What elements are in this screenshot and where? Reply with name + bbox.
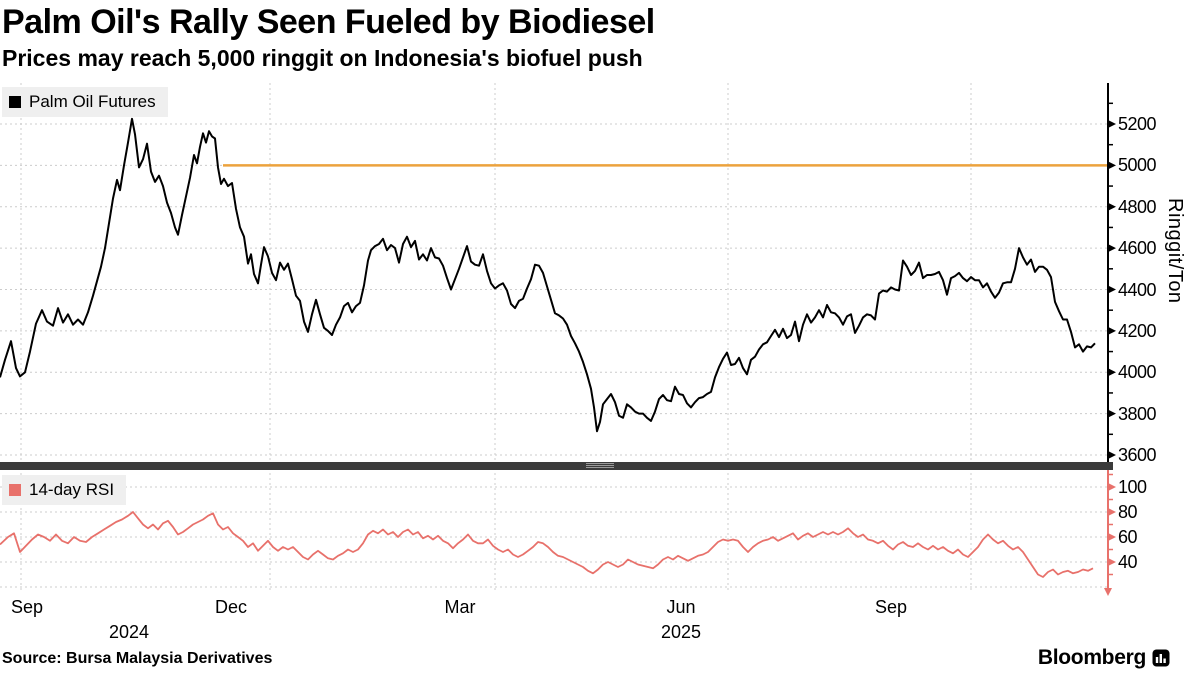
rsi-ytick-label: 40 <box>1118 552 1138 572</box>
main-y-tick <box>1108 120 1116 128</box>
rsi-ytick-label: 80 <box>1118 502 1138 522</box>
main-y-tick <box>1108 326 1116 335</box>
rsi-ytick-label: 60 <box>1118 527 1138 547</box>
rsi-axis-arrow-icon <box>1104 588 1112 596</box>
x-axis-year-label: 2025 <box>660 622 702 642</box>
main-y-tick <box>1108 451 1116 459</box>
main-ytick-label: 3600 <box>1118 445 1157 465</box>
x-axis-year-label: 2024 <box>108 622 150 642</box>
legend-label: 14-day RSI <box>29 480 115 499</box>
x-axis-label: Jun <box>666 597 696 617</box>
main-ytick-label: 4000 <box>1118 362 1157 383</box>
x-axis-label: Mar <box>444 597 476 617</box>
rsi-ytick-label: 100 <box>1118 477 1147 497</box>
main-ytick-label: 4600 <box>1118 238 1157 259</box>
x-axis-label: Sep <box>10 597 44 617</box>
palm-oil-futures-line <box>0 117 1096 433</box>
price-series-swatch-icon <box>9 96 21 108</box>
x-axis-label: Dec <box>214 597 248 617</box>
main-ytick-label: 3800 <box>1118 403 1157 424</box>
rsi-series-swatch-icon <box>9 484 21 496</box>
main-y-tick <box>1108 409 1116 418</box>
main-ytick-label: 4800 <box>1118 196 1157 217</box>
main-y-tick <box>1108 244 1116 253</box>
main-ytick-label: 4400 <box>1118 279 1157 300</box>
page-subtitle: Prices may reach 5,000 ringgit on Indone… <box>2 45 643 71</box>
x-axis-label: Sep <box>874 597 908 617</box>
bloomberg-wordmark: Bloomberg <box>1037 646 1146 669</box>
rsi-y-tick <box>1108 558 1116 566</box>
legend-label: Palm Oil Futures <box>29 92 156 111</box>
legend-palm-oil-futures: Palm Oil Futures <box>2 87 168 117</box>
panel-divider-handle[interactable] <box>0 462 1113 470</box>
main-y-tick <box>1108 161 1116 170</box>
y-axis-title: Ringgit/Ton <box>1164 198 1186 304</box>
rsi-y-tick <box>1108 483 1116 491</box>
main-y-tick <box>1108 285 1116 294</box>
drag-grip-icon <box>586 463 614 468</box>
main-ytick-label: 5200 <box>1118 114 1157 134</box>
main-ytick-label: 5000 <box>1118 155 1157 176</box>
rsi-line <box>0 511 1094 578</box>
legend-14-day-rsi: 14-day RSI <box>2 475 127 505</box>
source-note: Source: Bursa Malaysia Derivatives <box>2 650 273 667</box>
bloomberg-chart-icon <box>1152 649 1170 667</box>
rsi-y-tick <box>1108 508 1116 516</box>
main-y-tick <box>1108 368 1116 377</box>
main-ytick-label: 4200 <box>1118 320 1157 341</box>
rsi-y-tick <box>1108 533 1116 541</box>
main-y-tick <box>1108 202 1116 211</box>
page-title: Palm Oil's Rally Seen Fueled by Biodiese… <box>2 3 655 41</box>
